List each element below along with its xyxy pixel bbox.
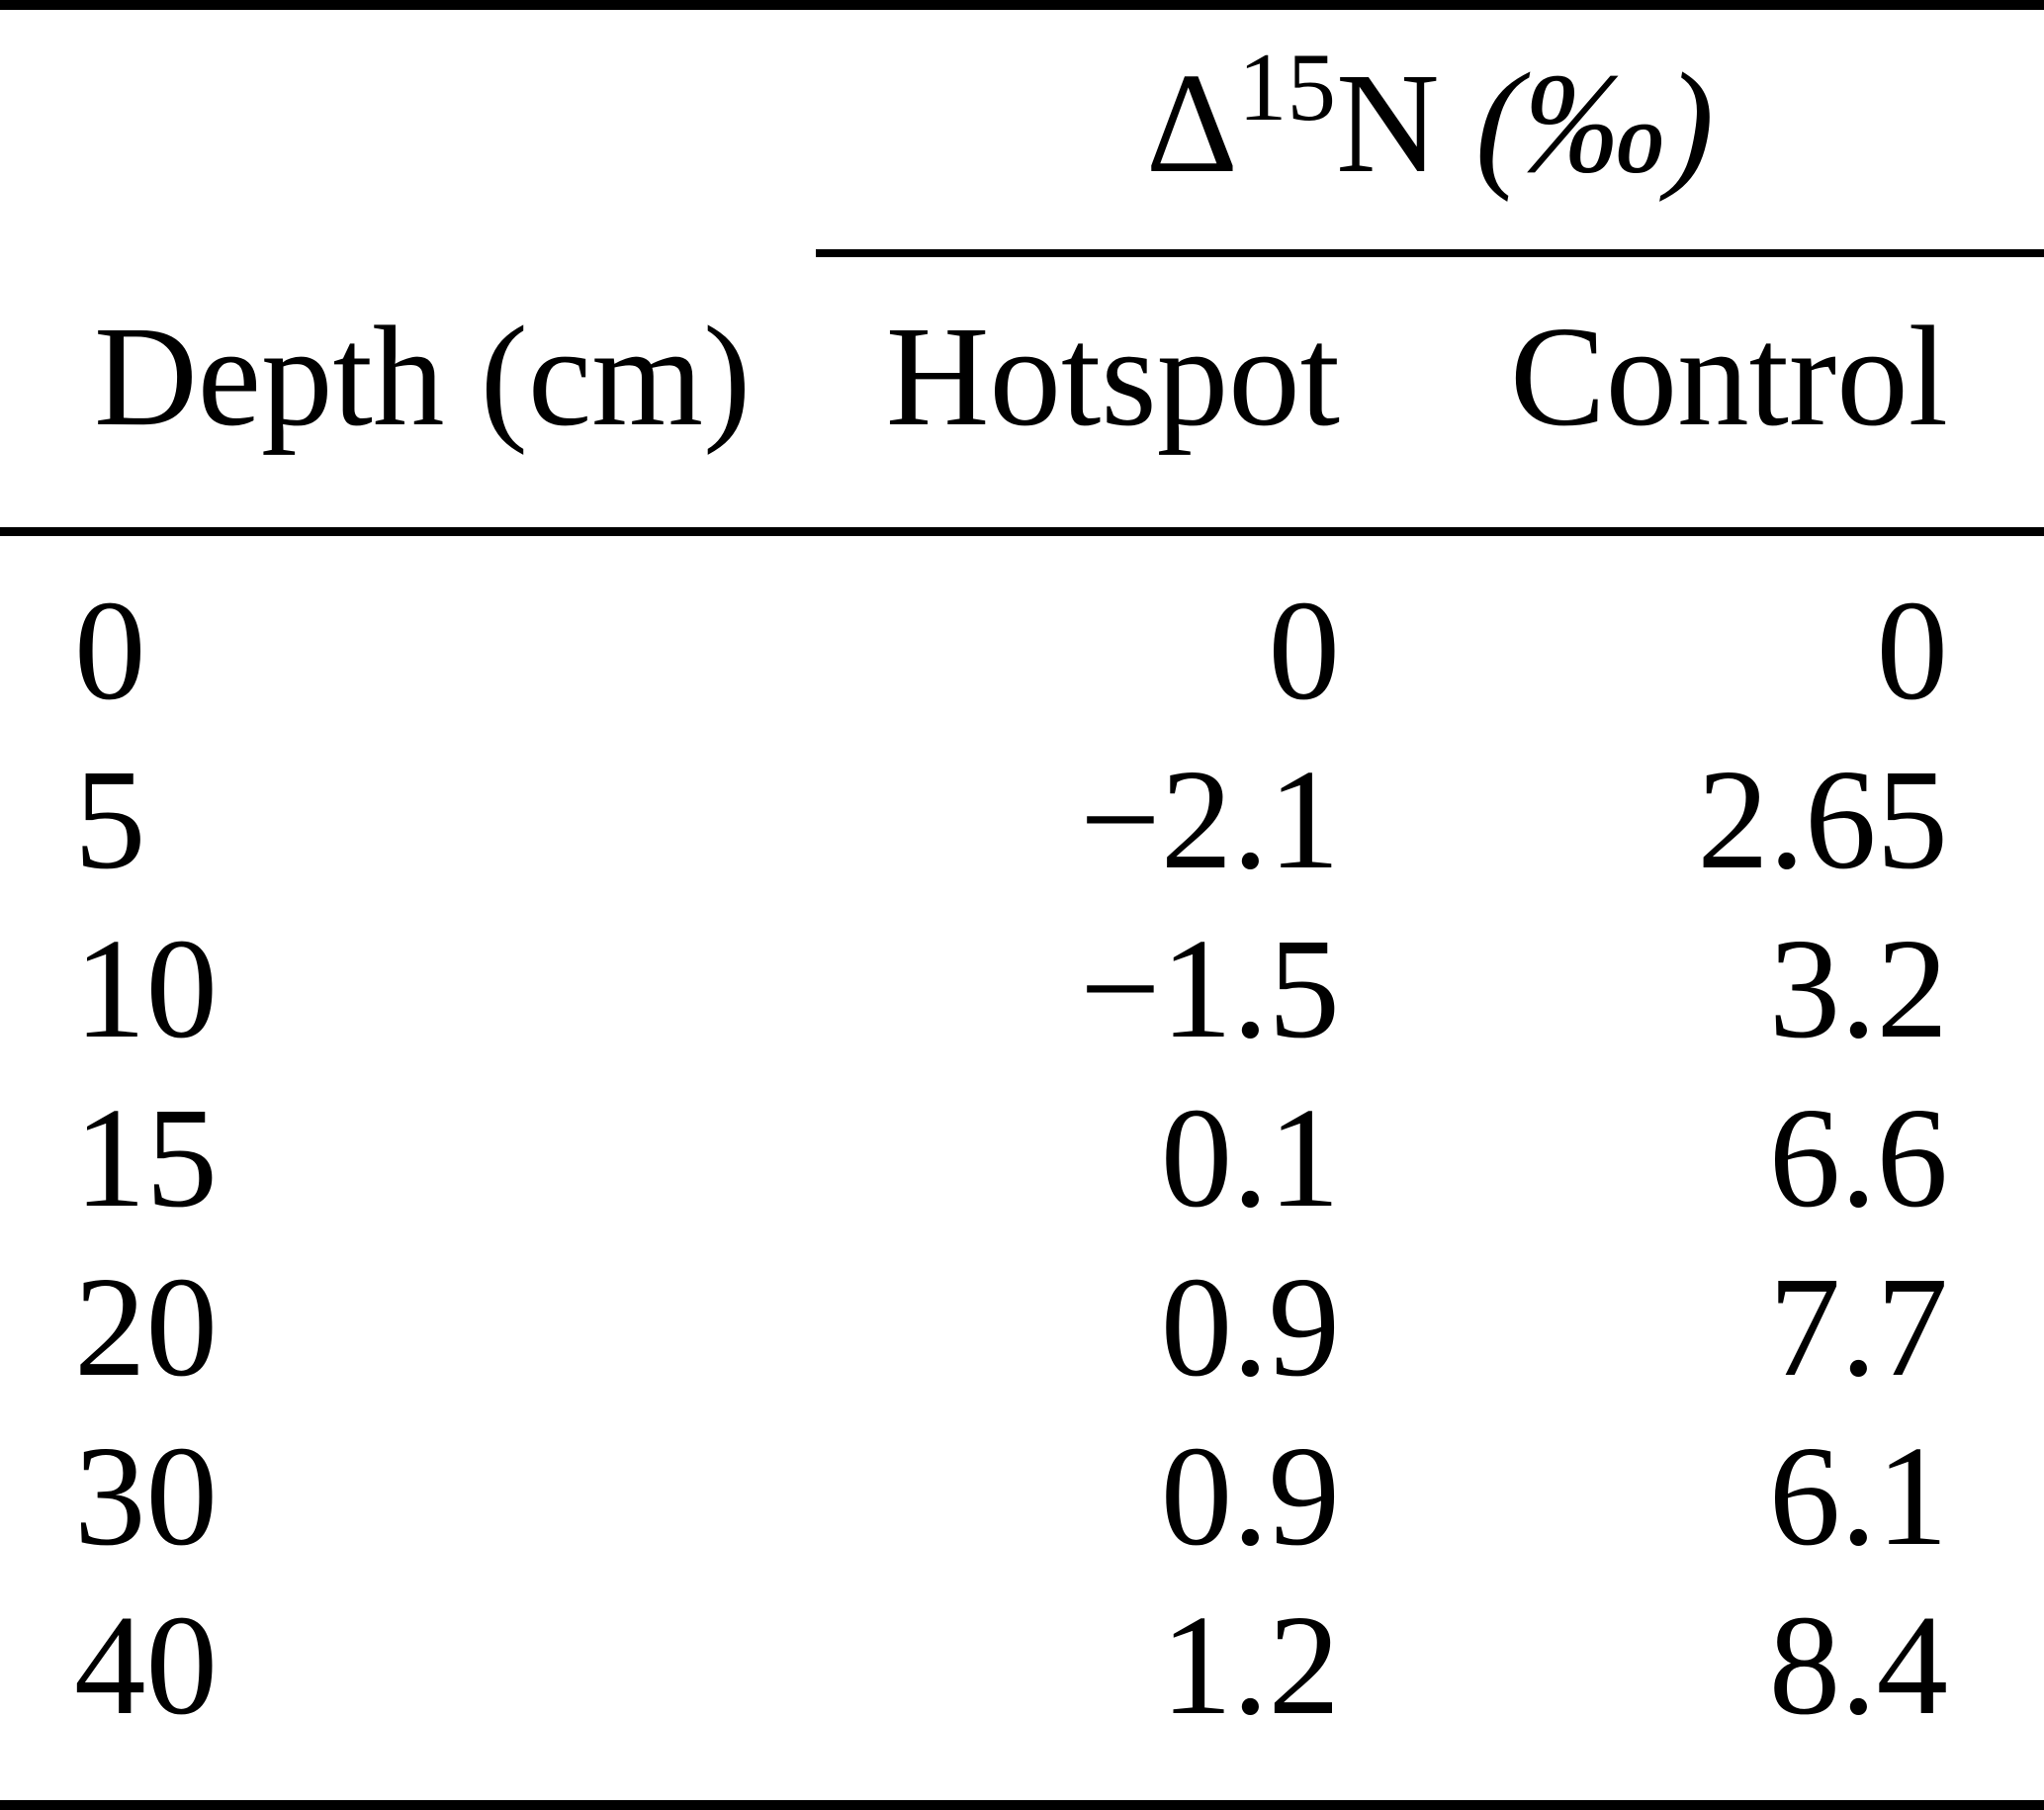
spanner-header: Δ15N (‰) [816, 39, 2044, 196]
control-cell: 6.1 [1768, 1417, 1948, 1576]
hotspot-cell: 0.9 [1160, 1248, 1340, 1406]
depth-cell: 15 [74, 1079, 218, 1237]
control-cell: 8.4 [1768, 1586, 1948, 1745]
column-header-hotspot: Hotspot [885, 298, 1340, 456]
hotspot-cell: 0.1 [1160, 1079, 1340, 1237]
permil-unit: (‰) [1474, 45, 1715, 203]
hotspot-cell: 0.9 [1160, 1417, 1340, 1576]
delta-symbol: Δ [1145, 45, 1238, 203]
table-row: 10 −1.5 3.2 [0, 918, 2044, 1066]
depth-cell: 5 [74, 741, 146, 899]
header-rule [0, 527, 2044, 536]
isotope-superscript: 15 [1237, 34, 1336, 141]
depth-cell: 30 [74, 1417, 218, 1576]
table-row: 40 1.2 8.4 [0, 1594, 2044, 1743]
hotspot-cell: 0 [1268, 572, 1341, 730]
hotspot-cell: −1.5 [1079, 910, 1340, 1068]
column-header-row: Depth (cm) Hotspot Control [0, 306, 2044, 454]
column-header-depth: Depth (cm) [94, 298, 752, 456]
spanner-underline-rule [816, 249, 2044, 257]
top-rule [0, 0, 2044, 10]
hotspot-cell: 1.2 [1160, 1586, 1340, 1745]
control-cell: 2.65 [1697, 741, 1948, 899]
table-row: 5 −2.1 2.65 [0, 749, 2044, 897]
depth-cell: 20 [74, 1248, 218, 1406]
control-cell: 7.7 [1768, 1248, 1948, 1406]
column-header-control: Control [1509, 298, 1948, 456]
depth-cell: 10 [74, 910, 218, 1068]
table-row: 20 0.9 7.7 [0, 1256, 2044, 1404]
table-row: 15 0.1 6.6 [0, 1087, 2044, 1235]
table-row: 30 0.9 6.1 [0, 1425, 2044, 1574]
depth-cell: 0 [74, 572, 146, 730]
element-symbol: N [1335, 45, 1440, 203]
hotspot-cell: −2.1 [1079, 741, 1340, 899]
table-row: 0 0 0 [0, 580, 2044, 728]
depth-cell: 40 [74, 1586, 218, 1745]
bottom-rule [0, 1800, 2044, 1810]
control-cell: 6.6 [1768, 1079, 1948, 1237]
control-cell: 3.2 [1768, 910, 1948, 1068]
control-cell: 0 [1876, 572, 1949, 730]
